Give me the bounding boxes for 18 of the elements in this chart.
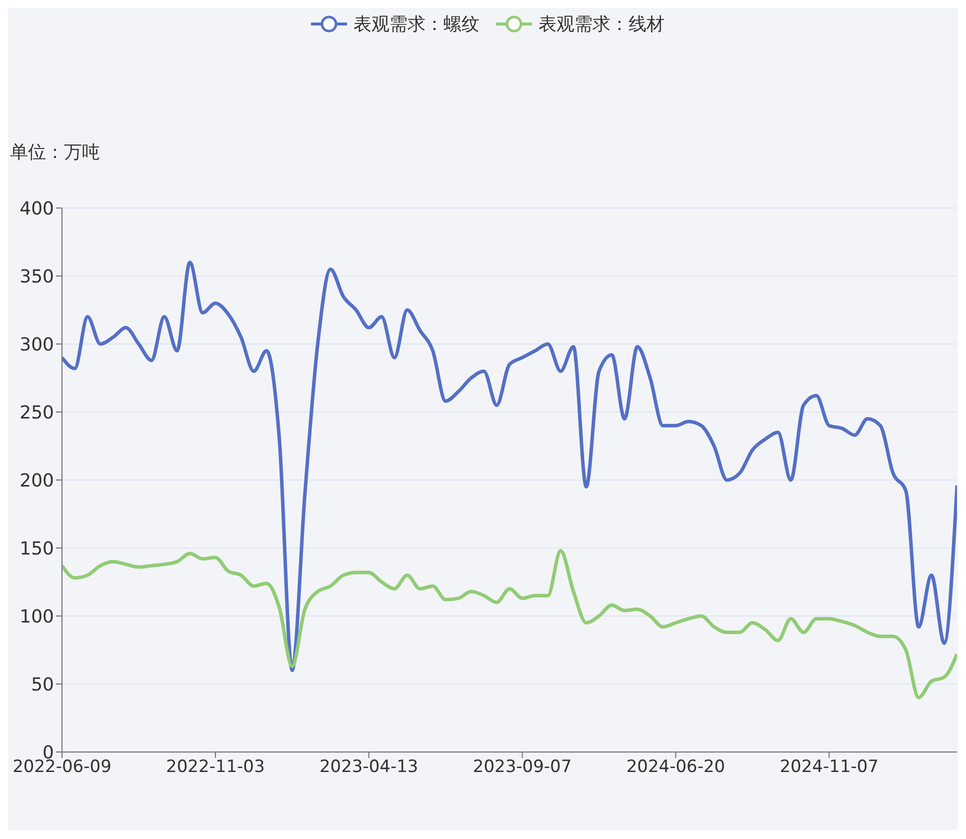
y-tick-label: 400: [20, 198, 54, 220]
y-axis-title: 单位：万吨: [10, 141, 100, 164]
y-tick-label: 100: [20, 606, 54, 628]
x-tick-label: 2023-04-13: [319, 757, 418, 778]
x-tick-label: 2024-11-07: [780, 757, 879, 778]
y-tick-label: 50: [31, 674, 54, 696]
y-tick-label: 200: [20, 470, 54, 492]
y-tick-label: 150: [20, 538, 54, 560]
x-tick-label: 2023-09-07: [472, 757, 572, 778]
y-tick-label: 350: [20, 266, 54, 288]
y-tick-label: 300: [20, 334, 54, 356]
y-tick-label: 250: [20, 402, 54, 424]
legend-label: 表观需求：螺纹: [354, 13, 480, 36]
x-tick-label: 2024-06-20: [626, 757, 726, 778]
line-series: [62, 548, 957, 700]
line-series: [62, 260, 957, 672]
x-tick-label: 2022-11-03: [166, 757, 265, 778]
legend-label: 表观需求：线材: [538, 13, 664, 36]
